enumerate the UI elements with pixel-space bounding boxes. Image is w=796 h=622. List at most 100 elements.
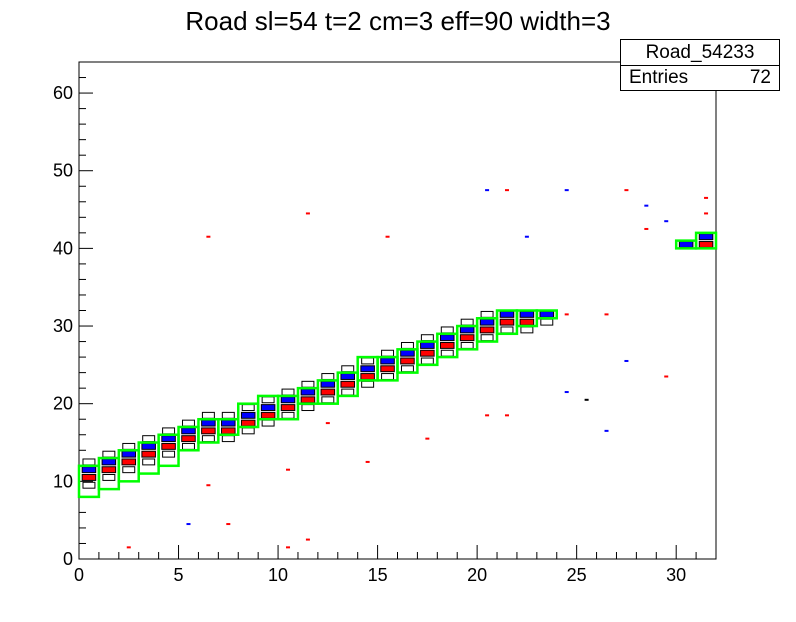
outlier-point bbox=[286, 468, 291, 471]
black-cell bbox=[122, 442, 136, 450]
black-cell bbox=[520, 326, 534, 334]
black-cell bbox=[182, 442, 195, 450]
black-cell bbox=[460, 341, 474, 349]
red-cell bbox=[360, 373, 375, 380]
outlier-point bbox=[286, 546, 291, 549]
outlier-point bbox=[206, 484, 211, 487]
outlier-point bbox=[564, 313, 569, 316]
black-cell bbox=[440, 326, 454, 334]
black-cell bbox=[381, 349, 395, 357]
outlier-point bbox=[604, 313, 609, 316]
y-tick-label: 40 bbox=[53, 238, 73, 258]
black-cell bbox=[440, 349, 454, 357]
outlier-point bbox=[704, 212, 709, 215]
blue-cell bbox=[300, 388, 316, 396]
outlier-point bbox=[604, 429, 609, 432]
red-cell bbox=[459, 334, 475, 342]
blue-cell bbox=[479, 318, 495, 326]
outlier-point bbox=[485, 414, 490, 417]
black-cell bbox=[361, 357, 375, 365]
black-cell bbox=[321, 373, 335, 380]
outlier-point bbox=[524, 235, 529, 238]
red-cell bbox=[400, 357, 415, 365]
outlier-point bbox=[564, 189, 569, 192]
red-cell bbox=[698, 241, 714, 248]
outlier-point bbox=[704, 196, 709, 199]
blue-cell bbox=[420, 341, 435, 349]
black-cell bbox=[182, 419, 195, 427]
black-cell bbox=[102, 450, 116, 458]
red-cell bbox=[320, 388, 336, 396]
x-tick-label: 25 bbox=[567, 565, 587, 585]
blue-cell bbox=[678, 241, 694, 248]
black-cell bbox=[341, 388, 355, 396]
road-box bbox=[535, 309, 558, 320]
blue-cell bbox=[539, 310, 555, 318]
black-cell bbox=[261, 396, 275, 404]
outlier-point bbox=[425, 437, 430, 440]
red-cell bbox=[499, 318, 515, 326]
y-tick-label: 50 bbox=[53, 161, 73, 181]
blue-cell bbox=[201, 419, 216, 427]
blue-cell bbox=[439, 334, 455, 342]
outlier-point bbox=[564, 391, 569, 394]
blue-cell bbox=[81, 466, 97, 474]
stats-box: Road_54233 Entries 72 bbox=[620, 39, 780, 91]
chart-title: Road sl=54 t=2 cm=3 eff=90 width=3 bbox=[185, 6, 611, 36]
blue-cell bbox=[260, 404, 276, 412]
black-cell bbox=[241, 427, 255, 435]
x-tick-label: 10 bbox=[268, 565, 288, 585]
outlier-point bbox=[485, 189, 490, 192]
road-box bbox=[276, 394, 300, 421]
red-cell bbox=[81, 474, 97, 481]
black-cell bbox=[400, 365, 414, 373]
black-cell bbox=[142, 458, 156, 466]
black-cell bbox=[221, 435, 235, 443]
black-cell bbox=[420, 334, 434, 342]
blue-cell bbox=[459, 326, 475, 334]
outlier-point bbox=[186, 523, 191, 526]
blue-cell bbox=[400, 349, 415, 357]
x-tick-label: 20 bbox=[467, 565, 487, 585]
red-cell bbox=[141, 450, 156, 458]
outlier-point bbox=[305, 538, 310, 541]
red-cell bbox=[121, 458, 137, 466]
outlier-point bbox=[504, 414, 509, 417]
blue-cell bbox=[240, 411, 256, 419]
outlier-point bbox=[644, 204, 649, 207]
red-cell bbox=[280, 404, 296, 412]
y-tick-label: 0 bbox=[63, 549, 73, 569]
y-tick-label: 60 bbox=[53, 83, 73, 103]
x-tick-label: 0 bbox=[74, 565, 84, 585]
red-cell bbox=[240, 419, 256, 427]
black-cell bbox=[540, 318, 554, 326]
red-cell bbox=[101, 466, 117, 474]
outlier-point bbox=[206, 235, 211, 238]
red-cell bbox=[479, 326, 495, 334]
black-cell bbox=[142, 435, 156, 443]
black-cell bbox=[301, 380, 315, 388]
blue-cell bbox=[161, 435, 176, 443]
black-cell bbox=[122, 466, 136, 474]
black-cell bbox=[261, 419, 275, 427]
stats-entries-label: Entries bbox=[629, 67, 689, 88]
red-cell bbox=[340, 380, 356, 388]
outlier-point bbox=[365, 460, 370, 463]
red-cell bbox=[439, 341, 455, 349]
black-cell bbox=[221, 411, 235, 419]
black-cell bbox=[321, 396, 335, 404]
black-cell bbox=[400, 341, 414, 349]
black-cell bbox=[381, 373, 395, 380]
red-cell bbox=[380, 365, 395, 373]
outlier-point bbox=[385, 235, 390, 238]
outlier-point bbox=[325, 422, 330, 425]
outlier-point bbox=[644, 227, 649, 230]
black-cell bbox=[500, 326, 514, 334]
y-tick-label: 20 bbox=[53, 394, 73, 414]
blue-cell bbox=[320, 380, 336, 388]
red-cell bbox=[300, 396, 316, 404]
black-cell bbox=[480, 334, 494, 342]
blue-cell bbox=[360, 365, 375, 373]
red-cell bbox=[221, 427, 236, 435]
